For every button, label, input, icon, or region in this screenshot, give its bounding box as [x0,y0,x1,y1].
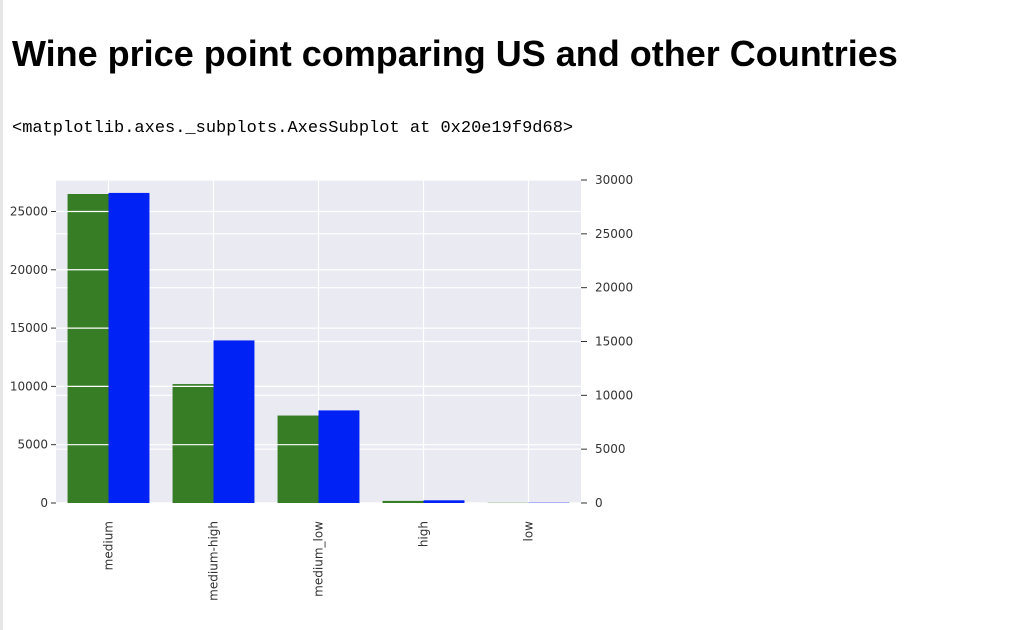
bar-medium-left-axis [67,193,109,503]
right-tick-label: 25000 [595,227,633,241]
left-y-axis: 0 5000 10000 15000 20000 25000 [10,204,56,510]
x-tick-label-medium_low: medium_low [312,521,326,597]
x-tick-label-high: high [417,521,431,547]
left-tick-label: 0 [40,496,48,510]
bar-high-right-axis [423,500,465,503]
x-tick-label-medium: medium [102,521,116,570]
bar-medium-high-left-axis [172,384,214,503]
right-tick-label: 0 [595,496,603,510]
left-tick-label: 15000 [10,321,48,335]
page-title: Wine price point comparing US and other … [12,33,898,74]
right-tick-label: 15000 [595,335,633,349]
bar-high-left-axis [382,500,424,503]
left-border [0,0,3,630]
cell-output-text: <matplotlib.axes._subplots.AxesSubplot a… [12,119,574,138]
left-tick-label: 20000 [10,263,48,277]
x-tick-label-medium-high: medium-high [207,521,221,601]
left-axis-bars [67,193,529,503]
right-tick-label: 20000 [595,281,633,295]
bar-medium-right-axis [108,192,150,504]
right-tick-label: 5000 [595,442,626,456]
right-tick-label: 10000 [595,388,633,402]
left-tick-label: 25000 [10,204,48,218]
left-tick-label: 10000 [10,379,48,393]
left-tick-label: 5000 [17,438,48,452]
right-tick-label: 30000 [595,173,633,187]
x-axis: medium medium-high medium_low high low [102,521,536,601]
x-tick-label-low: low [522,521,536,542]
bar-medium_low-right-axis [318,410,360,503]
bar-medium_low-left-axis [277,415,319,503]
right-axis-bars [108,192,570,504]
bar-medium-high-right-axis [213,340,255,503]
right-y-axis: 0 5000 10000 15000 20000 25000 30000 [581,173,633,510]
